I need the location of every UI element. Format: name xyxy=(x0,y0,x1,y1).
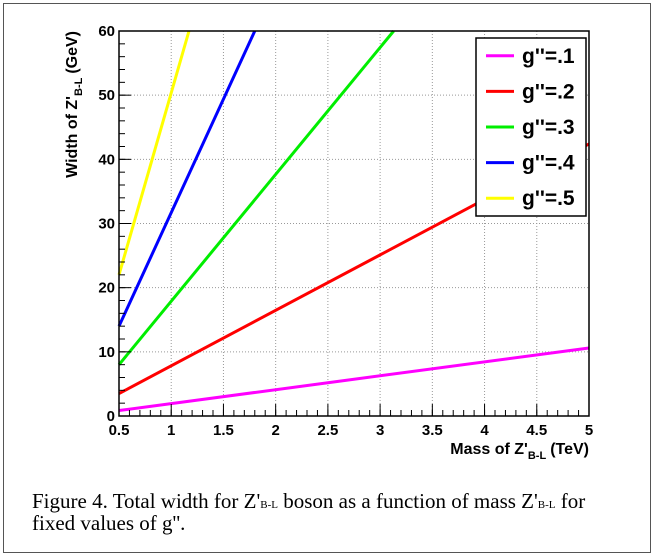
y-axis-label-unit: (GeV) xyxy=(64,31,81,74)
y-tick-label: 10 xyxy=(98,344,115,361)
y-axis-label-sub: B-L xyxy=(73,77,85,96)
x-axis-label-main: Mass of Z' xyxy=(450,441,528,458)
legend-label-5: g''=.5 xyxy=(522,187,575,210)
y-tick-label: 50 xyxy=(98,87,115,104)
y-axis-label-main: Width of Z' xyxy=(64,96,81,178)
caption-sub2: B-L xyxy=(537,499,556,511)
x-tick-label: 3 xyxy=(376,422,384,439)
figure-frame: 0.5 1 1.5 2 2.5 3 3.5 4 4.5 5 0 10 20 30 40 50 60 Mass o… xyxy=(3,3,651,553)
x-tick-label: 1 xyxy=(167,422,175,439)
y-tick-label: 20 xyxy=(98,280,115,297)
x-tick-label: 0.5 xyxy=(109,422,130,439)
axis-ticks xyxy=(118,30,590,417)
y-tick-label: 60 xyxy=(98,23,115,40)
legend-label-1: g''=.1 xyxy=(522,45,575,68)
y-axis-label: Width of Z'B-L (GeV) xyxy=(64,31,85,178)
figure-caption: Figure 4. Total width for Z'B-L boson as… xyxy=(32,489,632,535)
x-tick-label: 2 xyxy=(271,422,279,439)
series-line-1 xyxy=(118,346,590,413)
caption-prefix: Figure 4. Total width for Z' xyxy=(32,489,261,513)
y-tick-label: 40 xyxy=(98,151,115,168)
legend-label-2: g''=.2 xyxy=(522,80,575,103)
caption-middle: boson as a function of mass Z' xyxy=(277,489,538,513)
y-tick-label: 30 xyxy=(98,216,115,233)
series-line-3 xyxy=(117,30,395,366)
series-line-5 xyxy=(117,30,191,276)
x-tick-label: 5 xyxy=(585,422,593,439)
x-axis-label: Mass of Z'B-L (TeV) xyxy=(450,441,589,462)
legend-label-3: g''=.3 xyxy=(522,116,575,139)
x-axis-label-sub: B-L xyxy=(528,450,547,462)
x-tick-label: 1.5 xyxy=(213,422,234,439)
x-tick-label: 4.5 xyxy=(526,422,547,439)
caption-suffix: for fixed values of g''. xyxy=(32,489,586,535)
x-tick-label: 4 xyxy=(480,422,489,439)
x-tick-label: 2.5 xyxy=(317,422,338,439)
x-tick-label: 3.5 xyxy=(422,422,443,439)
y-tick-label: 0 xyxy=(107,408,115,425)
legend: g''=.1 g''=.2 g''=.3 g''=.4 g''=.5 xyxy=(475,37,587,217)
x-axis-label-unit: (TeV) xyxy=(550,441,589,458)
caption-sub1: B-L xyxy=(260,499,278,511)
series-line-4 xyxy=(117,30,257,327)
legend-label-4: g''=.4 xyxy=(522,152,575,175)
